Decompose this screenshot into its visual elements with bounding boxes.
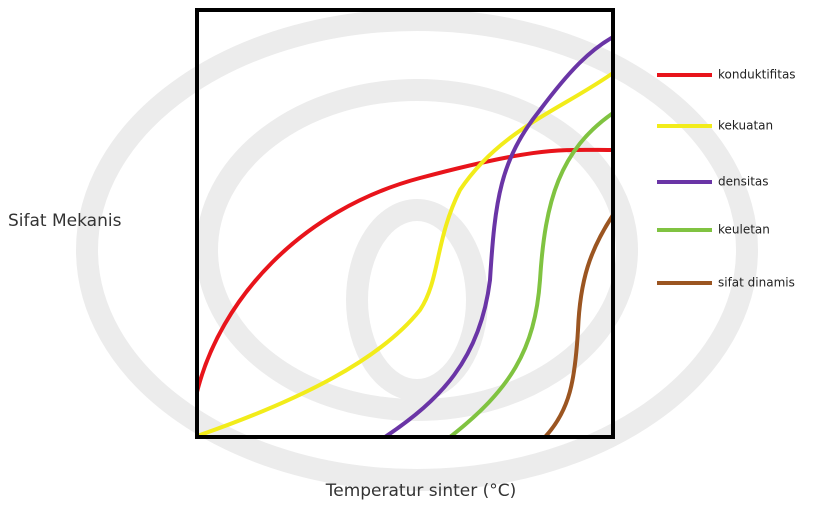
y-axis-label: Sifat Mekanis bbox=[8, 211, 122, 231]
x-axis-label: Temperatur sinter (°C) bbox=[325, 481, 517, 501]
legend-label: kekuatan bbox=[718, 119, 773, 133]
legend-label: keuletan bbox=[718, 223, 770, 237]
legend-label: densitas bbox=[718, 175, 769, 189]
legend-label: sifat dinamis bbox=[718, 276, 795, 290]
legend-label: konduktifitas bbox=[718, 68, 796, 82]
diagram: Sifat Mekanis Temperatur sinter (°C) kon… bbox=[0, 0, 835, 508]
